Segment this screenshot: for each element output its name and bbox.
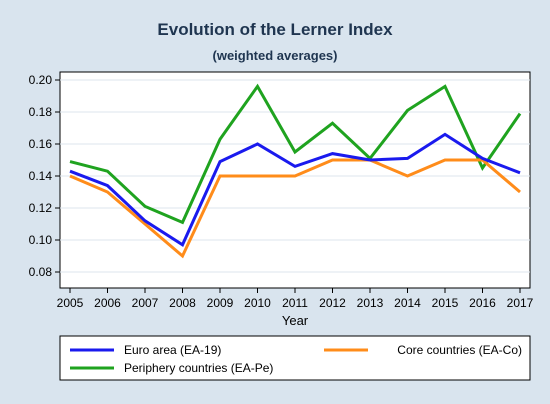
legend	[59, 335, 531, 381]
legend-label: Core countries (EA-Co)	[397, 343, 522, 357]
y-tick-label: 0.16	[29, 137, 53, 151]
x-tick-label: 2010	[244, 296, 271, 310]
chart-title: Evolution of the Lerner Index	[157, 20, 393, 39]
y-tick-label: 0.10	[29, 233, 53, 247]
y-tick-label: 0.12	[29, 201, 53, 215]
legend-label: Euro area (EA-19)	[124, 343, 221, 357]
series-line	[69, 83, 522, 225]
legend-label: Periphery countries (EA-Pe)	[124, 361, 273, 375]
y-tick-label: 0.20	[29, 73, 53, 87]
x-tick-label: 2014	[394, 296, 421, 310]
x-tick-label: 2008	[169, 296, 196, 310]
y-tick-label: 0.14	[29, 169, 53, 183]
y-tick-label: 0.18	[29, 105, 53, 119]
x-tick-label: 2005	[57, 296, 84, 310]
x-tick-label: 2009	[207, 296, 234, 310]
x-tick-label: 2011	[282, 296, 308, 310]
x-tick-label: 2017	[507, 296, 534, 310]
x-tick-label: 2007	[132, 296, 159, 310]
y-tick-label: 0.08	[29, 265, 53, 279]
chart-subtitle: (weighted averages)	[212, 48, 338, 63]
x-tick-label: 2012	[319, 296, 346, 310]
plot-area	[59, 71, 531, 289]
series-line	[69, 132, 521, 247]
series-line	[69, 158, 521, 259]
x-tick-label: 2006	[94, 296, 121, 310]
x-axis-title: Year	[282, 313, 309, 328]
x-tick-label: 2016	[469, 296, 496, 310]
x-tick-label: 2013	[357, 296, 384, 310]
x-tick-label: 2015	[432, 296, 459, 310]
